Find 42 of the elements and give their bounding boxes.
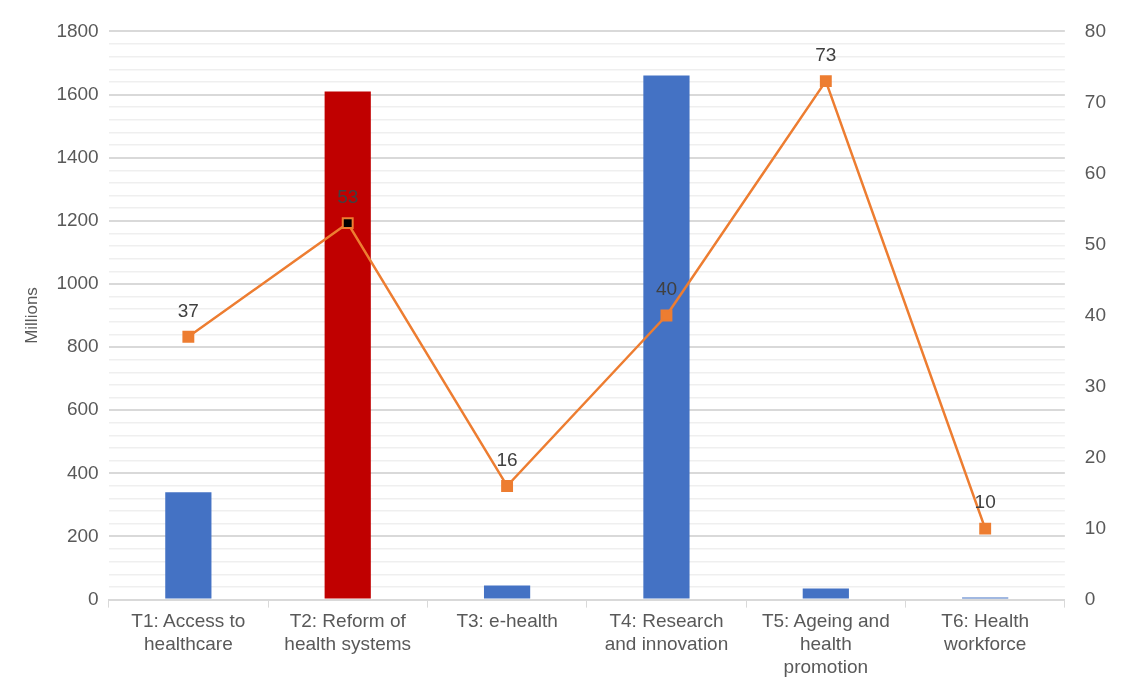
y-tick-label: 0 (88, 587, 99, 609)
y-tick-label: 1000 (56, 272, 99, 294)
y-tick-label: 600 (66, 398, 99, 420)
data-label: 73 (815, 43, 837, 65)
y-axis-title: Millions (21, 287, 41, 344)
bar (802, 588, 849, 599)
y2-tick-label: 70 (1084, 90, 1107, 112)
x-tick-label: T5: Ageing and health promotion (761, 610, 890, 677)
y-tick-label: 1200 (56, 209, 99, 231)
bar (643, 75, 690, 599)
x-tick-label: T2: Reform of health systems (284, 610, 412, 655)
data-label: 10 (974, 491, 996, 513)
y-tick-label: 400 (66, 461, 99, 483)
x-tick-label: T6: Health workforce (941, 610, 1030, 655)
x-tick-label: T1: Access to healthcare (131, 610, 246, 655)
point (979, 522, 992, 535)
y-tick-label: 1800 (56, 19, 99, 41)
x-tick-label: T4: Research and innovation (604, 610, 729, 655)
y2-tick-label: 60 (1084, 161, 1107, 183)
y-tick-label: 1400 (56, 145, 99, 167)
y-tick-label: 1600 (56, 82, 99, 104)
y-tick-label: 800 (66, 335, 99, 357)
y2-tick-label: 0 (1084, 587, 1096, 609)
y2-tick-label: 30 (1084, 374, 1107, 396)
y2-tick-label: 40 (1084, 303, 1107, 325)
y2-tick-label: 50 (1084, 232, 1107, 254)
point (819, 75, 832, 88)
y2-tick-label: 80 (1084, 19, 1107, 41)
data-label: 53 (337, 185, 359, 207)
y-tick-label: 200 (66, 524, 99, 546)
point (182, 330, 195, 343)
y2-tick-label: 10 (1084, 516, 1107, 538)
data-label: 37 (177, 299, 199, 321)
point (341, 217, 354, 230)
data-label: 16 (496, 448, 518, 470)
bar (483, 585, 531, 599)
point (501, 480, 514, 492)
bar (165, 492, 212, 599)
bar (324, 91, 371, 599)
x-tick-label: T3: e-health (456, 610, 558, 632)
data-label: 40 (655, 278, 678, 300)
y2-tick-label: 20 (1084, 445, 1107, 467)
